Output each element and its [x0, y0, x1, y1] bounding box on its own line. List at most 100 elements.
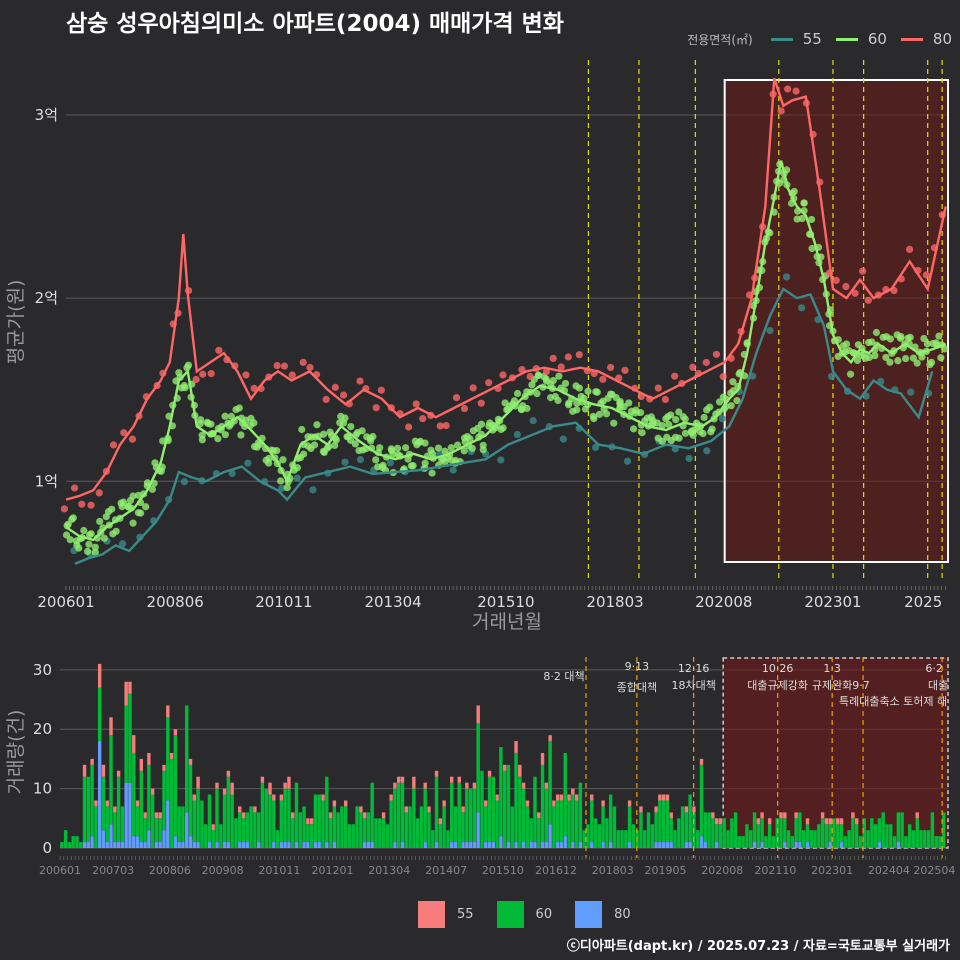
volume-bar-60 — [684, 812, 689, 843]
price-point-80 — [777, 107, 785, 115]
price-point-60 — [534, 371, 542, 379]
price-point-60 — [886, 335, 895, 343]
volume-bar-60 — [590, 800, 594, 843]
price-point-80 — [436, 422, 444, 430]
price-point-80 — [654, 384, 662, 392]
volume-bar-60 — [900, 812, 904, 848]
price-point-60 — [454, 441, 462, 449]
volume-bar-60 — [529, 818, 533, 843]
volume-bar-80 — [105, 842, 109, 848]
volume-bar-60 — [389, 800, 393, 848]
volume-bar-60 — [802, 830, 806, 848]
volume-bar-60 — [294, 782, 299, 843]
volume-bar-60 — [499, 747, 503, 837]
price-point-60 — [447, 444, 455, 452]
volume-bar-60 — [211, 830, 215, 848]
volume-bar-80 — [590, 842, 594, 848]
volume-bar-60 — [97, 687, 102, 742]
volume-bar-60 — [665, 800, 670, 843]
price-point-55 — [766, 326, 774, 335]
volume-bar-60 — [90, 764, 94, 837]
volume-bar-80 — [487, 842, 492, 848]
volume-event-label: 18차대책 — [671, 679, 715, 692]
volume-bar-55 — [718, 818, 723, 825]
price-point-60 — [293, 464, 302, 472]
price-point-80 — [242, 371, 250, 379]
price-point-60 — [727, 402, 735, 410]
price-point-80 — [372, 404, 380, 412]
volume-bar-60 — [942, 812, 946, 848]
volume-x-tick-label: 202404 — [868, 864, 910, 877]
volume-bar-80 — [166, 800, 170, 848]
volume-x-tick-label: 200703 — [92, 864, 134, 877]
price-point-60 — [198, 431, 206, 439]
volume-event-label: 규제완화 — [812, 679, 852, 692]
price-point-60 — [699, 429, 707, 438]
volume-bar-55 — [192, 794, 197, 801]
volume-bar-60 — [552, 806, 556, 848]
volume-bar-55 — [552, 800, 556, 807]
price-point-60 — [428, 469, 436, 477]
price-point-60 — [319, 430, 328, 438]
price-point-55 — [293, 474, 301, 482]
volume-bar-60 — [741, 836, 745, 848]
volume-bar-80 — [366, 842, 371, 848]
volume-bar-60 — [234, 818, 238, 848]
volume-bar-80 — [370, 842, 374, 848]
volume-bar-80 — [601, 842, 605, 848]
volume-bar-60 — [915, 818, 919, 848]
volume-bar-60 — [336, 812, 340, 848]
volume-bar-60 — [537, 818, 541, 848]
volume-bar-80 — [548, 824, 552, 848]
volume-event-date: 10·26 — [762, 662, 794, 675]
price-point-60 — [610, 419, 618, 427]
volume-bar-60 — [669, 818, 673, 843]
volume-bar-60 — [813, 830, 817, 848]
volume-bar-60 — [737, 836, 742, 848]
volume-bar-80 — [499, 836, 503, 848]
price-point-60 — [358, 427, 366, 435]
volume-bar-60 — [154, 818, 159, 843]
price-point-60 — [235, 404, 243, 412]
volume-bar-60 — [200, 800, 204, 848]
price-point-60 — [214, 435, 222, 443]
volume-bar-55 — [442, 800, 446, 807]
volume-bar-60 — [586, 824, 590, 848]
price-point-55 — [685, 454, 693, 463]
volume-bar-60 — [578, 782, 583, 843]
price-point-60 — [468, 444, 476, 452]
volume-bar-60 — [434, 776, 439, 843]
volume-bar-80 — [533, 842, 537, 848]
volume-event-date: 9·13 — [625, 660, 650, 673]
volume-bar-60 — [730, 818, 734, 848]
price-point-60 — [625, 399, 633, 407]
volume-bar-55 — [268, 782, 272, 795]
volume-event-date: 1·3 — [823, 662, 841, 675]
volume-bar-80 — [393, 842, 397, 848]
price-point-60 — [927, 358, 936, 367]
volume-bar-60 — [779, 818, 783, 848]
volume-bar-55 — [116, 770, 121, 777]
volume-bar-60 — [442, 806, 446, 848]
volume-bar-80 — [699, 836, 704, 848]
volume-event-date: 9·7 — [852, 679, 870, 692]
price-point-60 — [376, 444, 384, 452]
volume-bar-60 — [438, 824, 443, 848]
price-point-55 — [341, 458, 349, 466]
volume-bar-55 — [82, 764, 87, 777]
price-point-60 — [533, 390, 541, 398]
volume-bar-60 — [181, 806, 185, 843]
volume-bar-60 — [177, 806, 181, 843]
volume-bar-80 — [476, 812, 480, 848]
price-point-60 — [176, 373, 184, 381]
price-x-tick-label: 201304 — [364, 593, 421, 611]
volume-bar-60 — [355, 806, 359, 848]
volume-bar-55 — [427, 806, 431, 813]
legend-box-55 — [418, 901, 445, 928]
volume-bar-60 — [487, 776, 492, 843]
volume-bar-55 — [828, 818, 832, 825]
volume-bar-80 — [491, 842, 496, 848]
volume-bar-55 — [105, 800, 109, 807]
volume-bar-60 — [188, 764, 193, 837]
volume-bar-60 — [347, 824, 352, 848]
